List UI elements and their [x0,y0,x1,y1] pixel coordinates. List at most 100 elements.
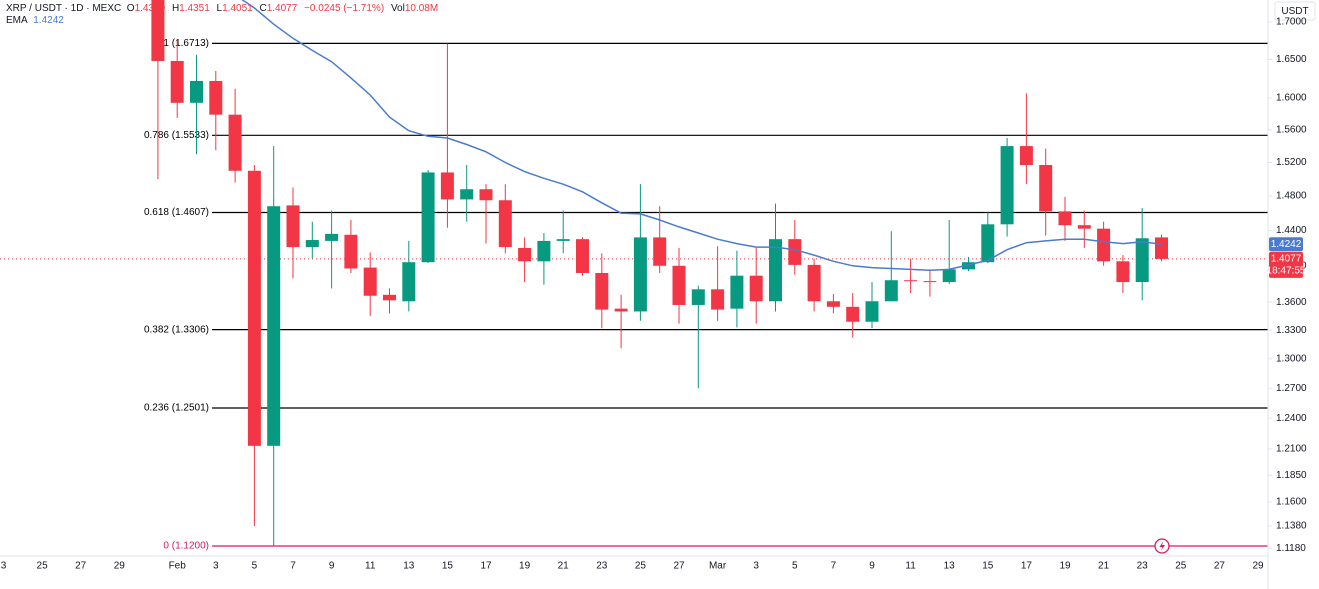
candle-body [846,306,860,322]
y-tick-label: 1.3300 [1276,325,1307,336]
ema-price-label: 1.4242 [1271,239,1302,250]
x-tick-label: 17 [1021,561,1033,572]
x-tick-label: 17 [480,561,492,572]
candle-body [595,272,609,310]
candle-body [190,80,203,103]
candle-body [286,205,300,248]
x-tick-label: 29 [1252,561,1264,572]
currency-box[interactable] [1274,1,1316,21]
key: L [216,3,223,14]
candle-body [788,239,802,265]
candle-body [711,289,725,310]
x-tick-label: 27 [75,561,87,572]
x-tick-label: 27 [1214,561,1226,572]
key: O [126,3,135,14]
x-tick-label: 19 [1059,561,1071,572]
x-tick-label: 19 [519,561,531,572]
y-tick-label: 1.1600 [1276,497,1307,508]
candle-body [556,239,570,241]
candle-body [1097,228,1111,262]
y-tick-label: 1.4400 [1276,225,1307,236]
candle-body [614,308,628,312]
alert-icon[interactable] [1154,538,1170,554]
fib-label: 1 (1.6713) [163,38,209,49]
key: Vol [390,3,405,14]
x-tick-label: 5 [252,561,258,572]
ema-row: EMA 1.4242 [6,15,442,27]
y-tick-label: 1.3000 [1276,353,1307,364]
x-tick-label: 5 [792,561,798,572]
x-tick-label: 3 [1,561,7,572]
x-tick-label: Mar [709,561,727,572]
candle-body [479,189,493,201]
candle-body [518,247,532,262]
x-tick-label: 25 [635,561,647,572]
fib-label: 0.786 (1.5533) [144,130,209,141]
plot-area: 1 (1.6713) 0.786 (1.5533) 0.618 (1.4607) 0.… [0,0,1268,552]
key: C [259,3,267,14]
x-tick-label: 29 [114,561,126,572]
candle-body [267,206,281,446]
y-tick-label: 1.5200 [1276,157,1307,168]
x-tick-label: 9 [329,561,335,572]
x-tick-label: 27 [673,561,685,572]
x-tick-label: 15 [982,561,994,572]
fib-label: 0.382 (1.3306) [144,324,209,335]
value: 1.4351 [179,3,210,14]
candle-body [383,294,396,301]
y-tick-label: 1.1180 [1276,543,1306,554]
fib-label: 0.618 (1.4607) [144,207,209,218]
ema-name: EMA [6,15,28,26]
symbol: XRP / USDT · 1D · MEXC [6,3,122,14]
candle-body [749,275,763,302]
candle-body [653,237,667,266]
candle-body [1019,146,1033,165]
last-price-label: 1.4077 [1271,254,1302,265]
candle-body [691,289,705,305]
x-tick-label: 7 [290,561,296,572]
candle-body [305,240,319,248]
x-tick-label: 23 [596,561,608,572]
x-tick-label: 21 [1098,561,1110,572]
candle-body [962,262,975,270]
x-tick-label: 25 [37,561,49,572]
candle-body [170,60,184,103]
y-tick-label: 1.6500 [1276,54,1307,65]
legend-header: XRP / USDT · 1D · MEXC O1.4320 H1.4351 L… [6,3,442,27]
y-tick-label: 1.1380 [1276,521,1307,532]
currency: USDT [1281,6,1308,17]
x-tick-label: 13 [944,561,956,572]
ema-price-tag [1269,237,1303,252]
y-tick-label: 1.2700 [1276,383,1307,394]
candle-body [440,172,454,200]
candle-body [1135,238,1149,283]
candle-body [1039,164,1053,212]
candle-body [672,265,686,305]
candle-body [1000,146,1014,225]
y-tick-label: 1.6000 [1276,93,1307,104]
ema-line [241,0,1162,272]
y-tick-label: 1.2400 [1276,413,1307,424]
x-tick-label: 11 [905,561,916,572]
y-tick-label: 1.1850 [1276,470,1307,481]
value: 1.4077 [266,3,298,14]
fib-label: 0.236 (1.2501) [144,403,209,414]
candle-body [421,172,435,263]
x-tick-label: 3 [753,561,759,572]
y-tick-label: 1.2100 [1276,444,1307,455]
change: −0.0245 (−1.71%) [304,3,385,14]
x-tick-label: 11 [365,561,376,572]
x-tick-label: 25 [1175,561,1187,572]
candle-body [730,275,744,309]
candle-body [460,189,474,200]
candle-body [1077,225,1091,229]
value: 1.4051 [222,3,253,14]
last-price-tag [1269,251,1303,278]
candle-body [151,0,165,61]
countdown: 18:47:55 [1267,266,1306,277]
x-tick-label: 21 [558,561,570,572]
x-tick-label: 9 [869,561,875,572]
candle-body [942,269,956,283]
candle-body [537,240,551,262]
candle-body [209,80,223,115]
